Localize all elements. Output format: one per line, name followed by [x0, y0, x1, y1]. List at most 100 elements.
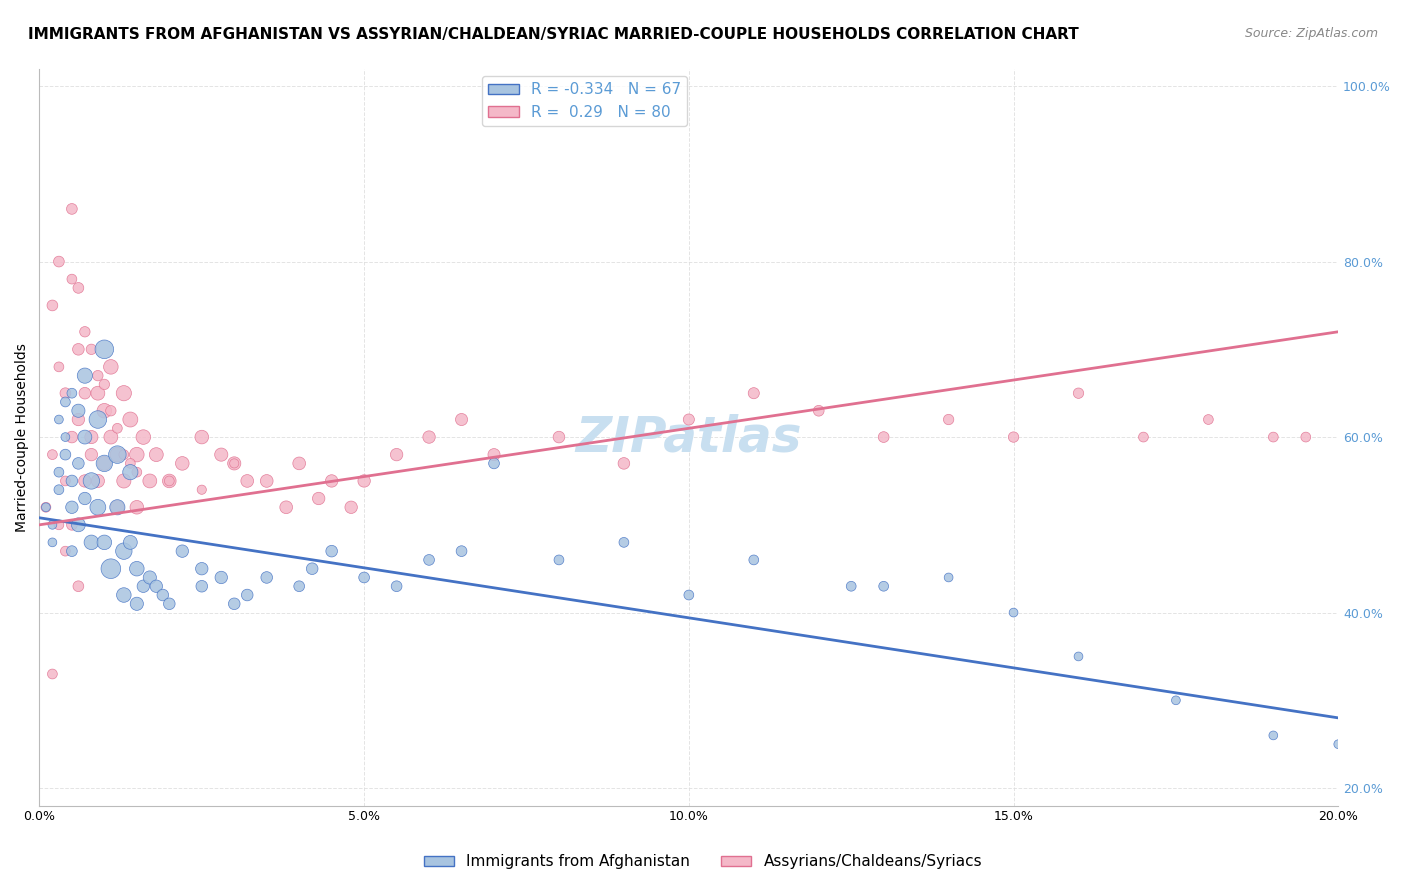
- Point: [321, 474, 343, 488]
- Point: [172, 457, 194, 471]
- Point: [1263, 430, 1285, 444]
- Point: [139, 570, 162, 584]
- Point: [872, 430, 894, 444]
- Point: [125, 562, 148, 576]
- Point: [353, 570, 375, 584]
- Point: [105, 500, 128, 515]
- Point: [125, 500, 148, 515]
- Point: [112, 386, 135, 401]
- Point: [41, 667, 63, 681]
- Point: [93, 343, 115, 357]
- Point: [80, 474, 103, 488]
- Point: [256, 570, 278, 584]
- Point: [678, 588, 700, 602]
- Y-axis label: Married-couple Households: Married-couple Households: [15, 343, 30, 532]
- Point: [132, 579, 155, 593]
- Point: [418, 553, 440, 567]
- Point: [548, 553, 571, 567]
- Text: Source: ZipAtlas.com: Source: ZipAtlas.com: [1244, 27, 1378, 40]
- Point: [125, 465, 148, 479]
- Point: [73, 491, 96, 506]
- Point: [87, 474, 110, 488]
- Point: [742, 553, 765, 567]
- Point: [100, 403, 122, 417]
- Point: [301, 562, 323, 576]
- Point: [60, 202, 83, 216]
- Text: IMMIGRANTS FROM AFGHANISTAN VS ASSYRIAN/CHALDEAN/SYRIAC MARRIED-COUPLE HOUSEHOLD: IMMIGRANTS FROM AFGHANISTAN VS ASSYRIAN/…: [28, 27, 1078, 42]
- Point: [321, 544, 343, 558]
- Point: [1197, 412, 1219, 426]
- Point: [48, 517, 70, 532]
- Point: [613, 535, 636, 549]
- Point: [839, 579, 862, 593]
- Point: [120, 457, 142, 471]
- Point: [87, 368, 110, 383]
- Point: [112, 588, 135, 602]
- Point: [807, 403, 830, 417]
- Point: [100, 430, 122, 444]
- Point: [100, 359, 122, 374]
- Point: [418, 430, 440, 444]
- Point: [482, 457, 505, 471]
- Point: [55, 448, 77, 462]
- Point: [157, 474, 180, 488]
- Point: [125, 597, 148, 611]
- Point: [80, 535, 103, 549]
- Point: [145, 448, 167, 462]
- Legend: R = -0.334   N = 67, R =  0.29   N = 80: R = -0.334 N = 67, R = 0.29 N = 80: [482, 76, 688, 126]
- Point: [276, 500, 298, 515]
- Point: [105, 421, 128, 435]
- Point: [105, 500, 128, 515]
- Point: [157, 474, 180, 488]
- Point: [55, 386, 77, 401]
- Point: [55, 474, 77, 488]
- Point: [48, 359, 70, 374]
- Point: [224, 597, 246, 611]
- Point: [1002, 606, 1025, 620]
- Point: [93, 535, 115, 549]
- Point: [48, 412, 70, 426]
- Point: [80, 448, 103, 462]
- Point: [55, 544, 77, 558]
- Point: [93, 457, 115, 471]
- Point: [105, 448, 128, 462]
- Point: [145, 579, 167, 593]
- Point: [67, 281, 90, 295]
- Point: [48, 254, 70, 268]
- Point: [55, 395, 77, 409]
- Point: [613, 457, 636, 471]
- Point: [120, 465, 142, 479]
- Point: [93, 377, 115, 392]
- Point: [1002, 430, 1025, 444]
- Point: [450, 544, 472, 558]
- Point: [1067, 649, 1090, 664]
- Point: [482, 448, 505, 462]
- Point: [385, 579, 408, 593]
- Point: [112, 474, 135, 488]
- Point: [224, 457, 246, 471]
- Point: [67, 412, 90, 426]
- Point: [191, 562, 214, 576]
- Point: [340, 500, 363, 515]
- Point: [73, 325, 96, 339]
- Point: [152, 588, 174, 602]
- Point: [938, 570, 960, 584]
- Point: [191, 579, 214, 593]
- Point: [73, 430, 96, 444]
- Point: [73, 386, 96, 401]
- Point: [209, 448, 232, 462]
- Point: [678, 412, 700, 426]
- Point: [308, 491, 330, 506]
- Point: [67, 517, 90, 532]
- Point: [60, 430, 83, 444]
- Point: [224, 457, 246, 471]
- Point: [105, 448, 128, 462]
- Point: [73, 474, 96, 488]
- Point: [80, 430, 103, 444]
- Point: [385, 448, 408, 462]
- Point: [236, 474, 259, 488]
- Point: [100, 562, 122, 576]
- Point: [87, 386, 110, 401]
- Text: ZIPatlas: ZIPatlas: [575, 413, 801, 461]
- Point: [41, 298, 63, 312]
